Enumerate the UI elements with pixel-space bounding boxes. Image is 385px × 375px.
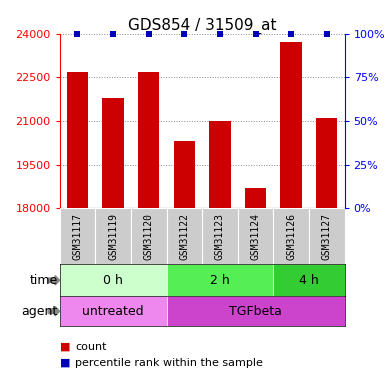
Text: untreated: untreated <box>82 305 144 318</box>
Bar <box>166 296 345 326</box>
Bar <box>166 208 202 264</box>
Text: time: time <box>30 274 58 287</box>
Bar <box>67 72 88 208</box>
Bar <box>102 98 124 208</box>
Bar <box>60 208 95 264</box>
Bar <box>138 72 159 208</box>
Text: count: count <box>75 342 107 352</box>
Bar <box>202 208 238 264</box>
Text: 4 h: 4 h <box>299 274 319 287</box>
Text: agent: agent <box>22 305 58 318</box>
Bar <box>245 188 266 208</box>
Bar <box>238 208 273 264</box>
Text: ■: ■ <box>60 358 70 368</box>
Text: GSM31127: GSM31127 <box>322 213 332 260</box>
Text: ■: ■ <box>60 342 70 352</box>
Text: 0 h: 0 h <box>103 274 123 287</box>
Text: GSM31123: GSM31123 <box>215 213 225 260</box>
Text: GSM31120: GSM31120 <box>144 213 154 260</box>
Text: percentile rank within the sample: percentile rank within the sample <box>75 358 263 368</box>
Bar <box>309 208 345 264</box>
Bar <box>95 208 131 264</box>
Text: GSM31119: GSM31119 <box>108 213 118 260</box>
Text: GSM31126: GSM31126 <box>286 213 296 260</box>
Bar <box>280 42 302 208</box>
Bar <box>131 208 166 264</box>
Bar <box>209 121 231 208</box>
Bar <box>166 264 273 296</box>
Bar <box>273 264 345 296</box>
Text: GSM31122: GSM31122 <box>179 213 189 260</box>
Bar <box>60 296 166 326</box>
Bar <box>60 264 166 296</box>
Bar <box>316 118 337 208</box>
Text: GSM31124: GSM31124 <box>251 213 261 260</box>
Text: TGFbeta: TGFbeta <box>229 305 282 318</box>
Bar <box>273 208 309 264</box>
Bar <box>174 141 195 208</box>
Title: GDS854 / 31509_at: GDS854 / 31509_at <box>128 18 276 34</box>
Text: 2 h: 2 h <box>210 274 230 287</box>
Text: GSM31117: GSM31117 <box>72 213 82 260</box>
